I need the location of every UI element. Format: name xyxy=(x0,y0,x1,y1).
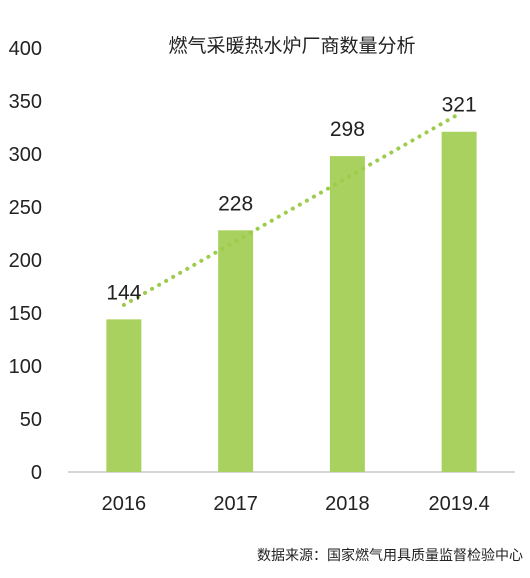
y-tick-label: 200 xyxy=(9,250,42,272)
x-axis-tick-labels: 2016 2017 2018 2019.4 xyxy=(102,493,490,515)
trendline xyxy=(121,111,462,307)
x-tick-label: 2018 xyxy=(325,493,370,515)
trendline-group xyxy=(121,111,462,307)
bar xyxy=(106,319,142,472)
data-label: 144 xyxy=(106,281,141,304)
source-note: 数据来源：国家燃气用具质量监督检验中心 xyxy=(257,547,523,564)
data-label: 298 xyxy=(330,118,365,141)
y-tick-label: 150 xyxy=(9,303,42,325)
bars xyxy=(106,131,477,473)
data-labels: 144 228 298 321 xyxy=(106,94,476,305)
bar xyxy=(441,131,477,473)
y-tick-label: 0 xyxy=(31,462,42,484)
x-tick-label: 2016 xyxy=(102,493,147,515)
y-tick-label: 300 xyxy=(9,144,42,166)
y-tick-label: 400 xyxy=(9,38,42,60)
data-label: 228 xyxy=(218,192,253,215)
x-tick-label: 2019.4 xyxy=(429,493,490,515)
bar xyxy=(329,156,365,472)
chart-title: 燃气采暖热水炉厂商数量分析 xyxy=(168,35,415,57)
y-axis-tick-labels: 0 50 100 150 200 250 300 350 400 xyxy=(9,38,42,484)
y-tick-label: 250 xyxy=(9,197,42,219)
data-label: 321 xyxy=(442,94,477,117)
x-tick-label: 2017 xyxy=(213,493,258,515)
y-tick-label: 350 xyxy=(9,91,42,113)
bar xyxy=(218,230,254,472)
y-tick-label: 50 xyxy=(20,409,42,431)
y-tick-label: 100 xyxy=(9,356,42,378)
